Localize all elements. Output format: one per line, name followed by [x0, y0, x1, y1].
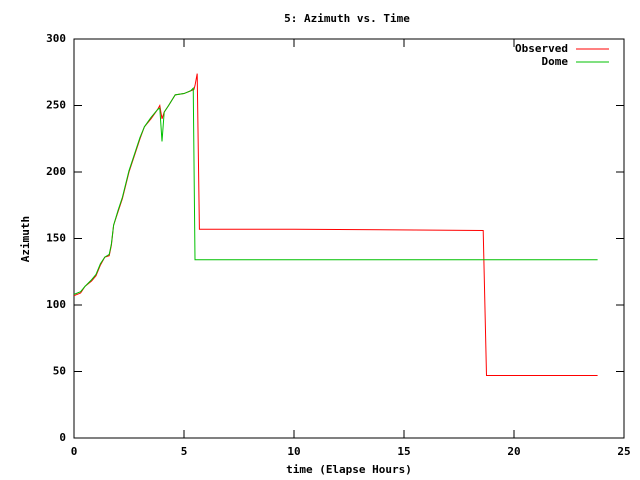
plot-border: [73, 38, 625, 439]
y-tick-label: 0: [59, 431, 66, 444]
y-tick-label: 250: [46, 99, 66, 112]
legend-label: Observed: [515, 42, 568, 55]
y-axis-label: Azimuth: [19, 216, 32, 262]
x-tick-label: 20: [507, 445, 520, 458]
x-tick-label: 10: [287, 445, 300, 458]
y-tick-label: 50: [53, 365, 66, 378]
x-tick-label: 5: [181, 445, 188, 458]
y-tick-label: 300: [46, 32, 66, 45]
x-tick-label: 0: [71, 445, 78, 458]
data-line: [73, 73, 598, 376]
data-line: [73, 87, 598, 295]
y-tick-label: 150: [46, 232, 66, 245]
chart-title: 5: Azimuth vs. Time: [284, 12, 410, 25]
x-tick-label: 25: [617, 445, 630, 458]
y-tick-label: 100: [46, 298, 66, 311]
x-axis-label: time (Elapse Hours): [286, 463, 412, 476]
y-tick-label: 200: [46, 165, 66, 178]
x-tick-label: 15: [397, 445, 410, 458]
legend-label: Dome: [542, 55, 569, 68]
